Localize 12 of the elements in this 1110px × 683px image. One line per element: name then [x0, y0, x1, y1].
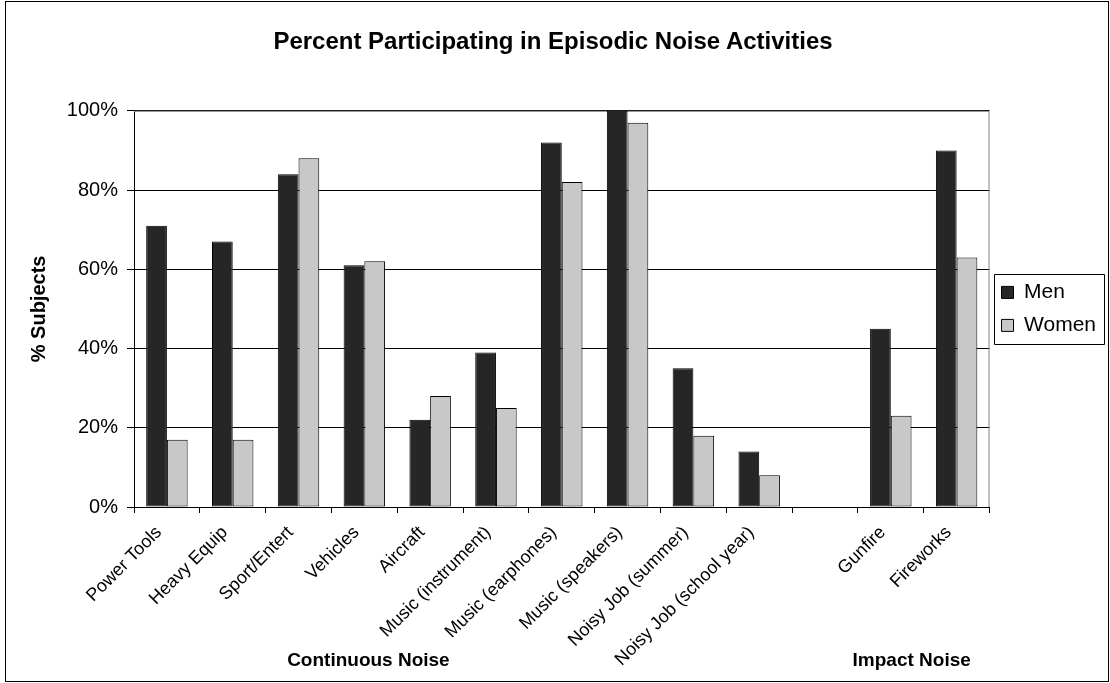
y-tick-label: 80% — [77, 177, 119, 200]
y-tick-label: 100% — [66, 98, 119, 121]
y-tick-label: 0% — [89, 494, 119, 517]
y-tick-label: 60% — [77, 256, 119, 279]
text: Impact Noise — [852, 649, 971, 671]
y-axis-title: % Subjects — [26, 255, 49, 363]
legend-label: Women — [1024, 312, 1097, 336]
y-tick-label: 40% — [77, 336, 119, 359]
text: Continuous Noise — [287, 649, 450, 671]
chart-title: Percent Participating in Episodic Noise Activities — [273, 27, 833, 55]
legend-label: Men — [1024, 279, 1065, 303]
y-tick-label: 20% — [77, 415, 119, 438]
